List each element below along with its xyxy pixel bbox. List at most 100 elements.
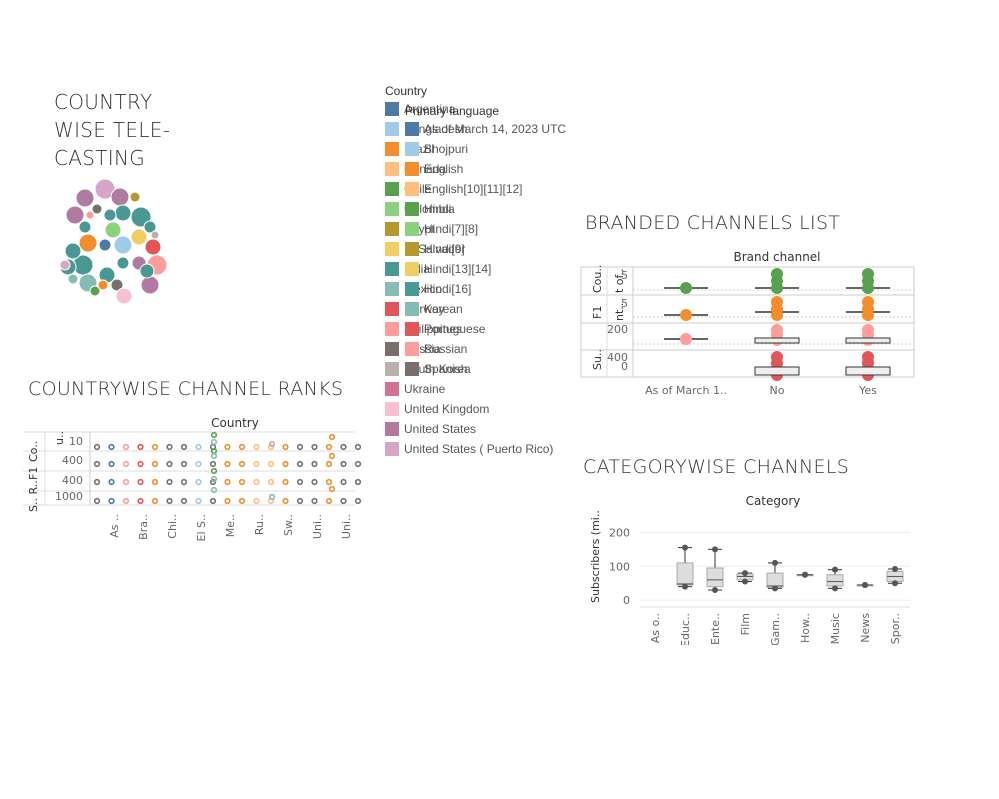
rank-dot <box>210 431 218 439</box>
language-legend-item[interactable]: Hindi[16] <box>405 280 471 298</box>
brand-dot <box>680 333 692 345</box>
language-legend-item[interactable]: Russian <box>405 340 467 358</box>
brand-row-label: t of.. <box>613 268 626 293</box>
category-point <box>832 566 838 573</box>
branded-title: BRANDED CHANNELS LIST <box>585 212 841 234</box>
bubble <box>104 221 122 239</box>
bubble <box>64 242 82 260</box>
bubble <box>130 228 148 246</box>
category-point <box>802 571 808 578</box>
category-point <box>682 544 688 551</box>
color-swatch <box>405 322 419 336</box>
category-x-label: How.. <box>799 613 812 643</box>
ranks-title: COUNTRYWISE CHANNEL RANKS <box>28 378 344 400</box>
country-legend-item[interactable]: El Salvador <box>385 240 465 258</box>
rank-dot <box>166 443 173 451</box>
brand-row-label: Su.. <box>591 349 604 370</box>
rank-dot <box>108 497 115 505</box>
title-line-2: WISE TELE- <box>54 118 171 142</box>
bubble <box>139 263 155 279</box>
ranks-x-label: Ru.. <box>253 514 266 535</box>
language-legend-item[interactable]: Bhojpuri <box>405 140 468 158</box>
brand-box <box>754 337 800 344</box>
language-legend-item[interactable]: English <box>405 160 463 178</box>
rank-dot <box>180 443 188 451</box>
color-swatch <box>385 162 399 176</box>
ranks-tick-label: 400 <box>62 474 83 487</box>
color-swatch <box>385 402 399 416</box>
country-legend-item[interactable]: Bangladesh <box>385 120 467 138</box>
country-legend-item[interactable]: United States ( Puerto Rico) <box>385 440 553 458</box>
language-legend-item[interactable]: Korean <box>405 300 463 318</box>
rank-dot <box>238 497 246 505</box>
ranks-row-label: F1 <box>27 467 40 480</box>
category-point <box>682 583 688 590</box>
category-x-label: Gam.. <box>769 613 782 645</box>
language-legend-label: Spanish <box>424 362 468 376</box>
color-swatch <box>385 302 399 316</box>
bubble <box>89 285 101 297</box>
color-swatch <box>385 442 399 456</box>
country-legend-item[interactable]: Argentina <box>385 100 455 118</box>
language-legend-item[interactable]: English[10][11][12] <box>405 180 523 198</box>
brand-x-label: As of March 1.. <box>645 384 727 397</box>
rank-dot <box>122 497 130 505</box>
category-x-label: Film <box>739 613 752 635</box>
bubble <box>78 220 92 234</box>
color-swatch <box>385 222 399 236</box>
brand-row-label: F1 <box>591 306 604 319</box>
rank-dot <box>354 460 362 468</box>
language-legend-item[interactable]: Hindi[13][14] <box>405 260 491 278</box>
rank-dot <box>328 433 336 441</box>
rank-dot <box>325 497 333 505</box>
color-swatch <box>385 102 399 116</box>
rank-dot <box>253 497 260 505</box>
color-swatch <box>405 182 419 196</box>
ranks-row-label: S.. R.. <box>27 480 40 512</box>
color-swatch <box>385 202 399 216</box>
country-legend-item[interactable]: South Korea <box>385 360 471 378</box>
language-legend-item[interactable]: Hindi[9] <box>405 240 465 258</box>
brand-dot <box>862 282 874 294</box>
bubble <box>150 230 160 240</box>
category-tick-label: 100 <box>609 560 630 573</box>
rank-dot <box>328 485 336 493</box>
country-legend-item[interactable]: Ukraine <box>385 380 445 398</box>
rank-dot <box>93 497 101 505</box>
language-legend-item[interactable]: Portuguese <box>405 320 485 338</box>
ranks-tick-label: 400 <box>62 454 83 467</box>
brand-box <box>845 337 891 344</box>
ranks-x-label: El S.. <box>195 514 208 541</box>
country-legend-item[interactable]: United Kingdom <box>385 400 489 418</box>
color-swatch <box>405 342 419 356</box>
language-legend-label: Hindi[7][8] <box>424 222 479 236</box>
category-point <box>832 585 838 592</box>
rank-dot <box>210 486 218 494</box>
brand-dot <box>771 282 783 294</box>
color-swatch <box>405 262 419 276</box>
rank-dot <box>210 452 218 460</box>
country-legend-label: Bangladesh <box>404 122 468 136</box>
brand-x-label: Yes <box>858 384 877 397</box>
rank-dot <box>137 478 144 486</box>
color-swatch <box>405 162 419 176</box>
language-legend-item[interactable]: Hindi[7][8] <box>405 220 478 238</box>
rank-dot <box>296 497 304 505</box>
language-legend-label: Hindi[13][14] <box>424 262 492 276</box>
rank-dot <box>340 478 347 486</box>
language-legend-item[interactable]: Hindi <box>405 200 451 218</box>
language-legend-label: Hindi[9] <box>424 242 465 256</box>
rank-dot <box>311 497 318 505</box>
rank-dot <box>209 460 217 468</box>
bubble <box>98 238 112 252</box>
color-swatch <box>385 122 399 136</box>
language-legend-item[interactable]: Spanish <box>405 360 467 378</box>
rank-dot <box>122 443 130 451</box>
language-legend-item[interactable]: As of March 14, 2023 UTC <box>405 120 566 138</box>
category-point <box>892 580 898 587</box>
brand-dot <box>862 309 874 321</box>
country-legend-item[interactable]: United States <box>385 420 476 438</box>
title-line-3: CASTING <box>54 146 146 170</box>
language-legend-label: Korean <box>424 302 463 316</box>
brand-row-label: nt.. <box>613 303 626 321</box>
